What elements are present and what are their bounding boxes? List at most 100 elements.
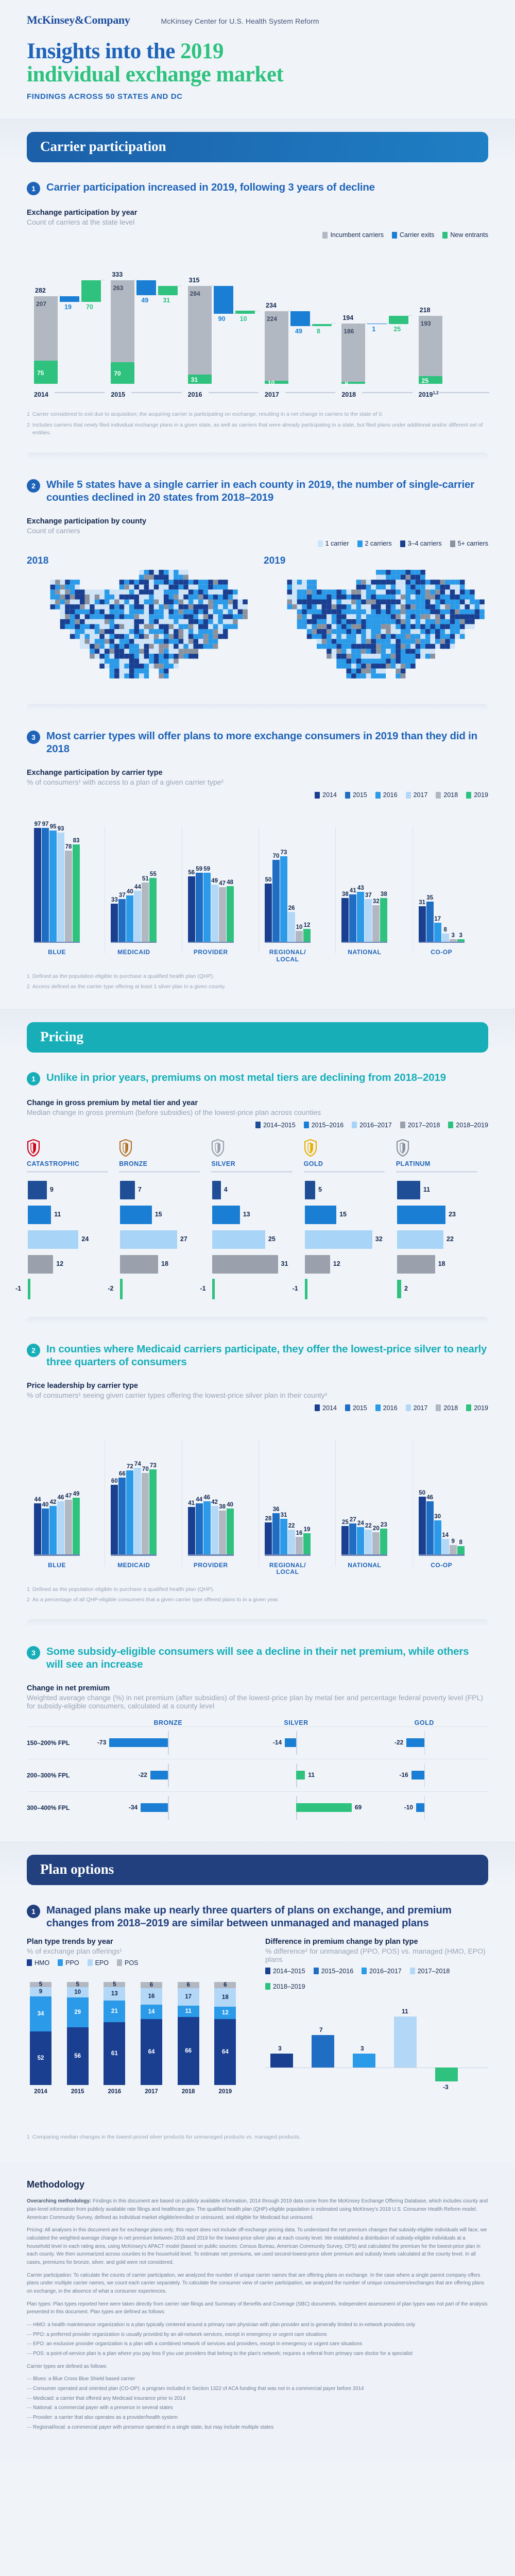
map-panel-2018: 2018 bbox=[27, 555, 251, 688]
metal-icon-wrap bbox=[119, 1139, 211, 1157]
legend-swatch-2 bbox=[362, 1968, 367, 1975]
carrier-access-value: 95 bbox=[49, 823, 57, 830]
county-maps: 2018 2019 bbox=[0, 547, 515, 688]
carrier-access-value: 37 bbox=[118, 892, 126, 899]
fpl-bar bbox=[416, 1803, 424, 1812]
metal-tier-rule bbox=[211, 1171, 293, 1173]
legend-swatch-2018–2019 bbox=[448, 1122, 454, 1129]
fpl-value: 11 bbox=[308, 1771, 315, 1778]
carrier-access-value: 41 bbox=[349, 887, 356, 894]
plan-type-trends-block: Plan type trends by year % of exchange p… bbox=[27, 1938, 250, 2124]
metal-bar-row: 12 bbox=[27, 1252, 119, 1277]
carrier-access-bar: 97 bbox=[34, 821, 41, 943]
chart-6-title: Change in net premium bbox=[27, 1684, 110, 1692]
fpl-value: 69 bbox=[354, 1803, 362, 1811]
chart-5-title: Price leadership by carrier type bbox=[27, 1381, 138, 1390]
waterfall-exit-value: 90 bbox=[218, 315, 226, 323]
carrier-access-bars: 50 70 73 26 10 12 bbox=[265, 824, 311, 943]
waterfall-exit-value: 19 bbox=[64, 303, 72, 311]
plan-type-segment-pos: 5 bbox=[66, 1981, 89, 1988]
plan-type-segment-pos: 6 bbox=[177, 1981, 199, 1988]
price-leadership-value: 19 bbox=[303, 1526, 311, 1533]
fpl-bar bbox=[411, 1770, 424, 1780]
waterfall-entrant-bar bbox=[389, 316, 409, 324]
carrier-access-value: 3 bbox=[451, 933, 455, 939]
carrier-access-group: 38 41 43 37 32 38 NATIONAL bbox=[341, 824, 388, 956]
waterfall-new-entrant-value: 70 bbox=[114, 370, 121, 378]
metal-bar bbox=[28, 1255, 54, 1274]
metal-bar-value: 24 bbox=[81, 1235, 89, 1243]
metal-bar-value: 27 bbox=[180, 1235, 187, 1243]
premium-diff-bar bbox=[270, 2053, 293, 2067]
carrier-access-value: 17 bbox=[434, 916, 441, 922]
center-label: McKinsey Center for U.S. Health System R… bbox=[161, 17, 319, 25]
price-leadership-value: 25 bbox=[341, 1519, 349, 1526]
waterfall-incumbent-bar bbox=[187, 285, 212, 375]
carrier-access-bar: 17 bbox=[434, 916, 441, 943]
carrier-access-bar: 33 bbox=[111, 897, 118, 943]
premium-diff-bar bbox=[435, 2067, 458, 2081]
chart-2-subtitle: Count of carriers bbox=[27, 527, 80, 535]
legend-item-hmo: HMO bbox=[27, 1959, 49, 1967]
premium-diff-value: 3 bbox=[360, 2044, 364, 2052]
chart-7-legend: HMO PPO EPO POS bbox=[27, 1955, 250, 1967]
carrier-access-bar: 73 bbox=[280, 850, 287, 943]
price-leadership-value: 74 bbox=[134, 1461, 141, 1468]
legend-swatch-pos bbox=[116, 1959, 122, 1967]
legend-label-hmo: HMO bbox=[35, 1959, 50, 1967]
fpl-column-header-gold: GOLD bbox=[414, 1719, 434, 1726]
carrier-access-separator bbox=[335, 827, 336, 954]
us-county-choropleth bbox=[287, 570, 485, 679]
metal-tier-rule bbox=[119, 1171, 200, 1173]
price-leadership-bar: 22 bbox=[365, 1523, 372, 1556]
legend-label-incumbent: Incumbent carriers bbox=[330, 231, 384, 239]
metal-bar-row: 32 bbox=[304, 1227, 396, 1252]
page-subtitle: Findings across 50 states and DC bbox=[27, 92, 183, 101]
plan-type-stack: 5 10 29 56 2015 bbox=[66, 1981, 89, 2095]
plan-type-year-label: 2014 bbox=[34, 2088, 47, 2095]
carrier-access-value: 43 bbox=[357, 885, 364, 892]
carrier-access-value: 38 bbox=[380, 891, 387, 897]
waterfall-year-label: 2014 bbox=[34, 391, 48, 399]
price-leadership-chart: 44 40 42 46 47 49 BLUE 60 66 72 74 70 73 MEDICAID 41 44… bbox=[27, 1422, 488, 1577]
metal-bar bbox=[120, 1255, 158, 1274]
carrier-access-bar: 93 bbox=[57, 826, 64, 943]
title-block: Insights into the 2019 individual exchan… bbox=[0, 27, 515, 101]
plan-type-segment-pos: 6 bbox=[214, 1981, 236, 1988]
price-leadership-bar: 24 bbox=[357, 1520, 365, 1556]
legend-swatch-34-carriers bbox=[400, 540, 405, 547]
carrier-access-value: 97 bbox=[34, 821, 41, 827]
metal-shield-icon bbox=[396, 1139, 409, 1157]
plan-type-segment-epo: 13 bbox=[104, 1987, 126, 2001]
plan-type-segment-hmo: 56 bbox=[66, 2027, 89, 2085]
waterfall-incumbent-value: 207 bbox=[36, 300, 47, 308]
methodology-paragraph: Carrier participation: To calculate the … bbox=[27, 2272, 485, 2294]
price-leadership-bar: 46 bbox=[203, 1495, 211, 1556]
footnote: 1 Defined as the population eligible to p… bbox=[27, 1586, 214, 1592]
price-leadership-value: 23 bbox=[380, 1521, 387, 1528]
fpl-column-header-bronze: BRONZE bbox=[153, 1719, 183, 1726]
waterfall-exit-value: 49 bbox=[295, 328, 302, 335]
carrier-access-bar: 44 bbox=[134, 884, 142, 943]
metal-shield-icon bbox=[27, 1139, 40, 1157]
chart-5-subtitle: % of consumers¹ seeing given carrier typ… bbox=[27, 1391, 328, 1399]
legend-item-5plus-carriers: 5+ carriers bbox=[450, 540, 488, 547]
carrier-access-bar: 38 bbox=[380, 891, 388, 943]
carrier-access-value: 47 bbox=[219, 880, 226, 887]
carrier-access-value: 37 bbox=[365, 892, 372, 899]
legend-label-2014: 2014 bbox=[322, 791, 337, 799]
methodology-paragraph: Pricing: All analyses in this document a… bbox=[27, 2227, 487, 2265]
fpl-cell: 69 bbox=[232, 1792, 362, 1824]
carrier-access-bar: 59 bbox=[195, 866, 203, 943]
legend-item-34-carriers: 3–4 carriers bbox=[400, 540, 442, 547]
price-leadership-bar: 8 bbox=[457, 1539, 465, 1556]
waterfall-year-label: 20191,2 bbox=[418, 391, 439, 399]
metal-shield-icon bbox=[119, 1139, 132, 1157]
title-line1-year: 2019 bbox=[180, 39, 224, 63]
legend-swatch-2016 bbox=[375, 791, 381, 799]
footnote: 2 As a percentage of all QHP-eligible con… bbox=[27, 1596, 279, 1603]
plan-type-segment-value: 18 bbox=[221, 1994, 229, 2001]
metal-bar bbox=[212, 1230, 265, 1249]
fpl-cell: -34 bbox=[104, 1792, 232, 1824]
methodology-body: Overarching methodology: Findings in thi… bbox=[27, 2197, 488, 2431]
